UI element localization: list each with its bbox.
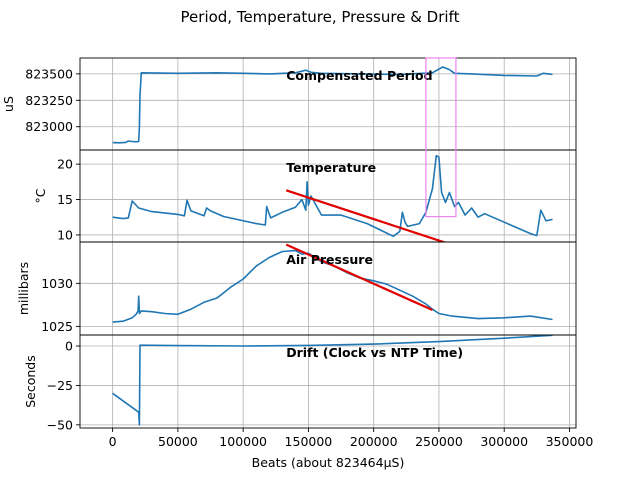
- x-tick-label: 150000: [285, 434, 333, 449]
- air-pressure-ytick-label: 1025: [41, 319, 73, 334]
- air-pressure-ylabel: millibars: [16, 262, 31, 315]
- temperature-ytick-label: 10: [57, 227, 73, 242]
- compensated-period-ylabel: uS: [1, 96, 16, 112]
- compensated-period-series-line: [112, 66, 553, 144]
- compensated-period-title: Compensated Period: [286, 68, 432, 83]
- air-pressure-trend-line: [285, 243, 433, 312]
- drift-ytick-label: −50: [47, 417, 73, 432]
- drift-frame: [79, 334, 577, 429]
- compensated-period-ytick-label: 823250: [25, 93, 73, 108]
- temperature-trend-line: [285, 189, 446, 242]
- air-pressure-panel: 1025 1030 Air Pressure millibars: [16, 241, 577, 336]
- drift-title: Drift (Clock vs NTP Time): [286, 345, 463, 360]
- overlay-layer: [425, 57, 457, 218]
- temperature-ytick-label: 20: [57, 157, 73, 172]
- air-pressure-ytick-label: 1030: [41, 276, 73, 291]
- x-axis-label: Beats (about 823464µS): [252, 455, 405, 470]
- drift-ytick-label: −25: [47, 378, 73, 393]
- drift-panel: −50 −25 0 0 50000 100000 150000 200000 250000 300…: [23, 334, 594, 470]
- compensated-period-panel: 823000 823250 823500 Compensated Period uS: [1, 57, 577, 151]
- compensated-period-ytick-label: 823000: [25, 119, 73, 134]
- temperature-panel: 10 15 20 Temperature °C: [33, 149, 577, 243]
- x-tick-label: 200000: [350, 434, 398, 449]
- drift-ytick-label: 0: [65, 339, 73, 354]
- figure-title: Period, Temperature, Pressure & Drift: [181, 8, 460, 26]
- x-tick-label: 100000: [219, 434, 267, 449]
- x-tick-label: 350000: [546, 434, 594, 449]
- highlight-rectangle: [425, 57, 457, 218]
- x-tick-label: 300000: [480, 434, 528, 449]
- temperature-series-line: [112, 154, 553, 238]
- temperature-title: Temperature: [286, 160, 376, 175]
- x-tick-label: 0: [109, 434, 117, 449]
- drift-ylabel: Seconds: [23, 355, 38, 408]
- drift-series-line: [112, 335, 553, 426]
- x-tick-label: 50000: [158, 434, 198, 449]
- temperature-ytick-label: 15: [57, 192, 73, 207]
- x-tick-label: 250000: [415, 434, 463, 449]
- air-pressure-title: Air Pressure: [286, 252, 373, 267]
- compensated-period-ytick-label: 823500: [25, 66, 73, 81]
- temperature-ylabel: °C: [33, 188, 48, 203]
